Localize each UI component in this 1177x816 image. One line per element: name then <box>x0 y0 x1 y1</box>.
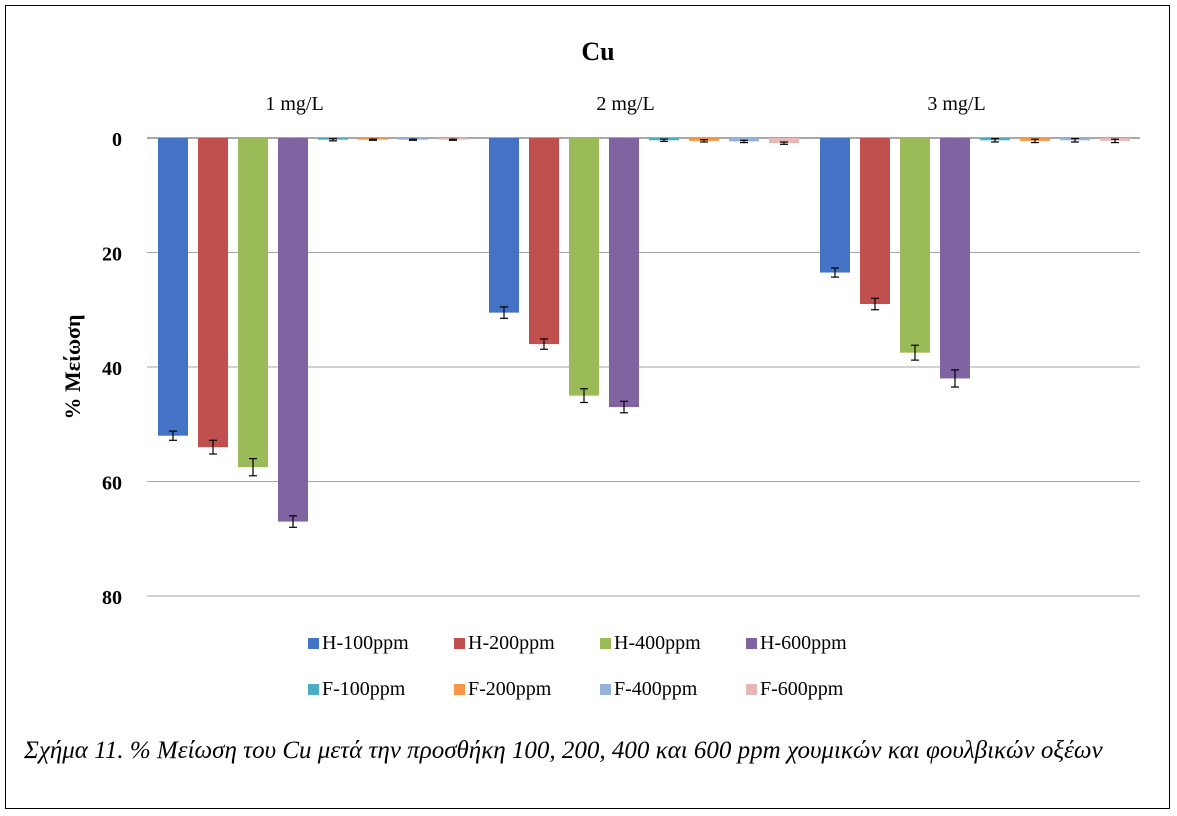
y-tick-label: 40 <box>102 358 122 380</box>
bar-h-600ppm-3 <box>940 138 970 379</box>
bar-h-100ppm-2 <box>489 138 519 313</box>
legend-swatch-f-400ppm <box>600 684 611 695</box>
legend-label-f-100ppm: F-100ppm <box>322 678 406 700</box>
category-label: 2 mg/L <box>596 93 654 115</box>
legend-swatch-h-200ppm <box>454 638 465 649</box>
legend-swatch-h-600ppm <box>746 638 757 649</box>
legend-swatch-f-600ppm <box>746 684 757 695</box>
legend-swatch-h-400ppm <box>600 638 611 649</box>
y-axis-label: % Μείωση <box>60 314 85 419</box>
legend-label-f-600ppm: F-600ppm <box>760 678 844 700</box>
bar-h-600ppm-1 <box>278 138 308 522</box>
bar-h-200ppm-2 <box>529 138 559 345</box>
bar-h-200ppm-1 <box>198 138 228 448</box>
legend-swatch-f-200ppm <box>454 684 465 695</box>
legend-label-h-400ppm: H-400ppm <box>614 632 701 654</box>
y-tick-label: 0 <box>112 129 122 151</box>
chart-title: Cu <box>581 37 614 66</box>
legend-label-h-600ppm: H-600ppm <box>760 632 847 654</box>
y-tick-label: 80 <box>102 587 122 609</box>
figure-caption: Σχήμα 11. % Μείωση του Cu μετά την προσθ… <box>24 737 1103 764</box>
legend-label-h-100ppm: H-100ppm <box>322 632 409 654</box>
legend-swatch-h-100ppm <box>308 638 319 649</box>
y-tick-label: 20 <box>102 244 122 266</box>
legend-swatch-f-100ppm <box>308 684 319 695</box>
legend-label-h-200ppm: H-200ppm <box>468 632 555 654</box>
bar-chart: Cu 0 20 40 60 80 % Μείωση 1 mg/L 2 mg/L 3 mg/L H-1… <box>60 37 1140 700</box>
figure-frame <box>5 5 1170 809</box>
bar-h-100ppm-1 <box>158 138 188 436</box>
bar-h-100ppm-3 <box>820 138 850 273</box>
bar-h-400ppm-3 <box>900 138 930 353</box>
legend-label-f-200ppm: F-200ppm <box>468 678 552 700</box>
category-label: 3 mg/L <box>927 93 985 115</box>
bar-h-400ppm-2 <box>569 138 599 396</box>
y-tick-label: 60 <box>102 473 122 495</box>
bar-f-600ppm-2 <box>769 138 799 144</box>
category-label: 1 mg/L <box>265 93 323 115</box>
bar-h-400ppm-1 <box>238 138 268 468</box>
bar-h-600ppm-2 <box>609 138 639 408</box>
bar-h-200ppm-3 <box>860 138 890 305</box>
legend-label-f-400ppm: F-400ppm <box>614 678 698 700</box>
